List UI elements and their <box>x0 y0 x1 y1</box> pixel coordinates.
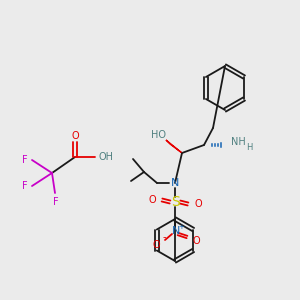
Text: O: O <box>192 236 200 246</box>
Text: N: N <box>171 178 179 188</box>
Text: O: O <box>152 240 160 250</box>
Text: S: S <box>171 195 179 209</box>
Text: F: F <box>22 181 28 191</box>
Text: +: + <box>178 224 184 230</box>
Text: H: H <box>246 143 252 152</box>
Text: N: N <box>172 226 180 236</box>
Text: O: O <box>194 199 202 209</box>
Text: HO: HO <box>152 130 166 140</box>
Text: NH: NH <box>231 137 245 147</box>
Polygon shape <box>166 140 182 153</box>
Text: O: O <box>148 195 156 205</box>
Text: F: F <box>53 197 59 207</box>
Text: O: O <box>71 131 79 141</box>
Text: -: - <box>162 232 166 242</box>
Text: OH: OH <box>98 152 113 162</box>
Text: F: F <box>22 155 28 165</box>
